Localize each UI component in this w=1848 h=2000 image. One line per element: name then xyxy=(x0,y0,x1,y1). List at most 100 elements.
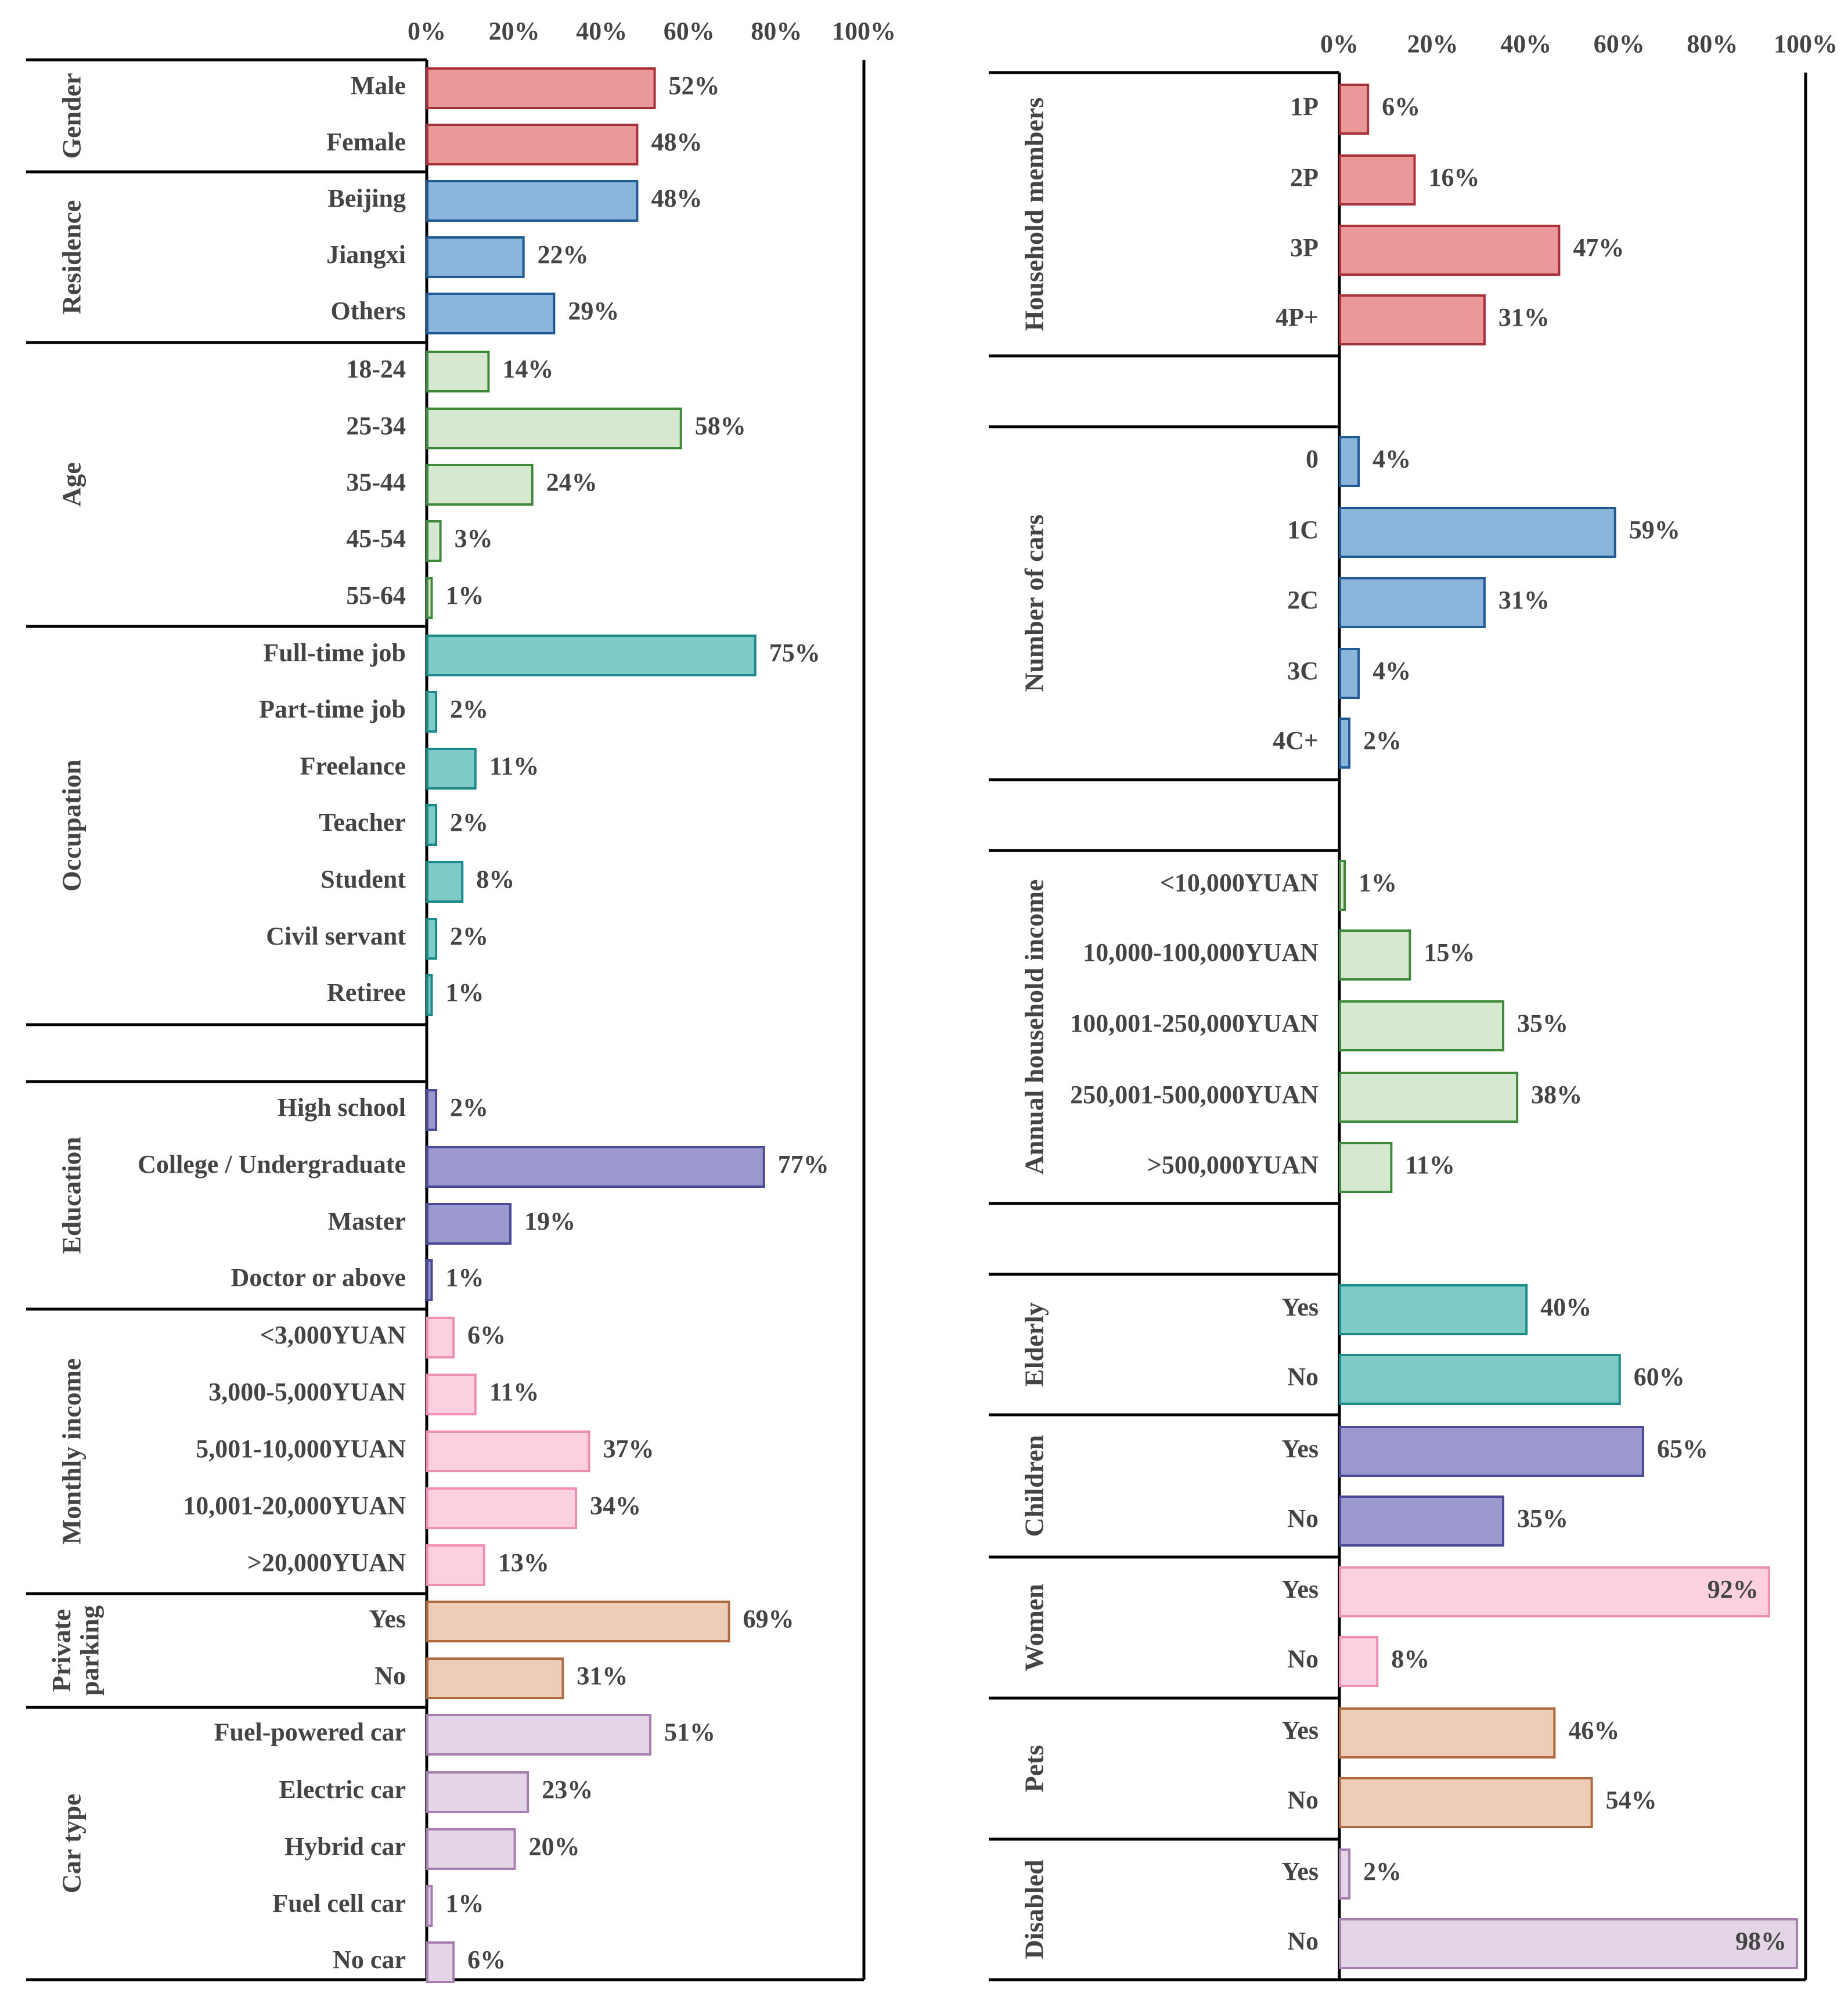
category-label: No xyxy=(1287,1927,1319,1955)
value-label: 31% xyxy=(1498,303,1550,331)
category-label: Others xyxy=(330,297,406,325)
category-label: 2C xyxy=(1287,586,1319,614)
category-label: 18-24 xyxy=(346,355,406,383)
value-label: 1% xyxy=(446,1889,484,1918)
value-label: 6% xyxy=(1382,92,1420,121)
value-label: 34% xyxy=(590,1491,641,1520)
category-label: >20,000YUAN xyxy=(247,1548,406,1577)
bar-children-no xyxy=(1339,1496,1505,1547)
bar-monthly-income-10-001-20-000yuan xyxy=(426,1487,578,1529)
value-label: 14% xyxy=(502,355,553,383)
group-label-occupation: Occupation xyxy=(57,759,87,891)
category-label: 45-54 xyxy=(346,524,406,553)
right-x-tick-label: 40% xyxy=(1500,30,1551,58)
category-label: High school xyxy=(278,1093,406,1122)
value-label: 23% xyxy=(542,1775,593,1804)
value-label: 3% xyxy=(455,524,493,553)
value-label: 20% xyxy=(529,1832,580,1861)
category-label: Yes xyxy=(1281,1293,1319,1321)
category-label: 10,001-20,000YUAN xyxy=(183,1491,406,1520)
category-label: 1C xyxy=(1287,516,1319,544)
bar-number-of-cars-4c xyxy=(1339,718,1351,769)
group-label-residence: Residence xyxy=(57,200,87,315)
value-label: 13% xyxy=(498,1548,549,1577)
bar-annual-household-income-250-001-500-000yuan xyxy=(1339,1072,1519,1123)
right-group-number-of-cars: Number of cars 0 4% 1C 59% 2C 31% 3C 4% 4C+ 2% xyxy=(1020,436,1680,769)
group-label-age: Age xyxy=(57,462,87,507)
category-label: <10,000YUAN xyxy=(1160,869,1319,897)
right-group-disabled: Disabled Yes 2% No 98% xyxy=(1020,1848,1798,1969)
value-label: 59% xyxy=(1629,516,1680,544)
bar-number-of-cars-3c xyxy=(1339,648,1360,699)
bar-household-members-1p xyxy=(1339,84,1370,135)
value-label: 6% xyxy=(467,1945,506,1974)
value-label: 8% xyxy=(1391,1645,1429,1673)
bar-education-high-school xyxy=(426,1089,438,1131)
bar-education-master xyxy=(426,1203,512,1245)
group-label-education: Education xyxy=(57,1137,87,1254)
value-label: 35% xyxy=(1517,1009,1568,1037)
category-label: No xyxy=(1287,1504,1319,1533)
right-x-tick-label: 0% xyxy=(1320,30,1359,58)
category-label: Electric car xyxy=(279,1775,406,1804)
bar-elderly-yes xyxy=(1339,1284,1528,1335)
bar-disabled-no xyxy=(1339,1918,1798,1969)
value-label: 51% xyxy=(664,1718,715,1746)
value-label: 11% xyxy=(489,1378,539,1406)
category-label: No car xyxy=(333,1945,406,1974)
left-group-residence: Residence Beijing 48% Jiangxi 22% Others 29% xyxy=(57,180,702,334)
bar-gender-male xyxy=(426,67,656,109)
left-group-age: Age 18-24 14% 25-34 58% 35-44 24% 45-54 3% 55-64 1… xyxy=(57,351,746,619)
category-label: Civil servant xyxy=(266,922,406,950)
bar-car-type-fuel-cell-car xyxy=(426,1885,433,1927)
category-label: 5,001-10,000YUAN xyxy=(196,1435,406,1463)
category-label: No xyxy=(374,1662,406,1690)
value-label: 48% xyxy=(651,184,702,212)
category-label: Freelance xyxy=(300,752,406,780)
category-label: Yes xyxy=(1281,1857,1319,1886)
category-label: 100,001-250,000YUAN xyxy=(1070,1009,1319,1037)
bar-number-of-cars-1c xyxy=(1339,507,1616,558)
left-x-tick-label: 0% xyxy=(408,17,446,45)
category-label: No xyxy=(1287,1363,1319,1391)
left-x-tick-label: 100% xyxy=(832,17,896,45)
value-label: 2% xyxy=(1363,726,1402,755)
value-label: 31% xyxy=(577,1662,628,1690)
category-label: Doctor or above xyxy=(231,1263,406,1292)
category-label: Yes xyxy=(1281,1575,1319,1603)
value-label: 16% xyxy=(1428,163,1479,192)
value-label: 19% xyxy=(524,1207,575,1235)
bar-monthly-income-5-001-10-000yuan xyxy=(426,1430,590,1472)
bar-household-members-2p xyxy=(1339,154,1416,206)
value-label: 6% xyxy=(467,1321,506,1349)
value-label: 31% xyxy=(1498,586,1550,614)
value-label: 2% xyxy=(450,922,488,950)
value-label: 60% xyxy=(1634,1363,1685,1391)
value-label: 8% xyxy=(476,865,514,893)
category-label: 4C+ xyxy=(1273,726,1319,755)
value-label: 15% xyxy=(1424,938,1475,967)
value-label: 92% xyxy=(1707,1575,1759,1603)
right-x-tick-label: 20% xyxy=(1407,30,1458,58)
value-label: 1% xyxy=(1359,869,1397,897)
bar-children-yes xyxy=(1339,1426,1644,1477)
bar-education-doctor-or-above xyxy=(426,1259,433,1301)
group-label-annual-household-income: Annual household income xyxy=(1020,880,1049,1175)
value-label: 29% xyxy=(568,297,619,325)
right-group-annual-household-income: Annual household income <10,000YUAN 1% 10,0… xyxy=(1020,860,1582,1193)
bar-household-members-3p xyxy=(1339,225,1561,276)
bar-occupation-retiree xyxy=(426,974,433,1016)
bar-residence-beijing xyxy=(426,180,639,222)
bar-disabled-yes xyxy=(1339,1848,1351,1900)
category-label: Jiangxi xyxy=(326,240,406,269)
value-label: 77% xyxy=(778,1150,829,1179)
category-label: 25-34 xyxy=(346,412,406,440)
category-label: Male xyxy=(351,71,406,100)
bar-pets-yes xyxy=(1339,1707,1556,1758)
left-x-tick-label: 60% xyxy=(664,17,715,45)
bar-number-of-cars-0 xyxy=(1339,436,1360,487)
value-label: 58% xyxy=(695,412,746,440)
group-label-elderly: Elderly xyxy=(1020,1302,1049,1387)
category-label: 250,001-500,000YUAN xyxy=(1070,1080,1319,1109)
